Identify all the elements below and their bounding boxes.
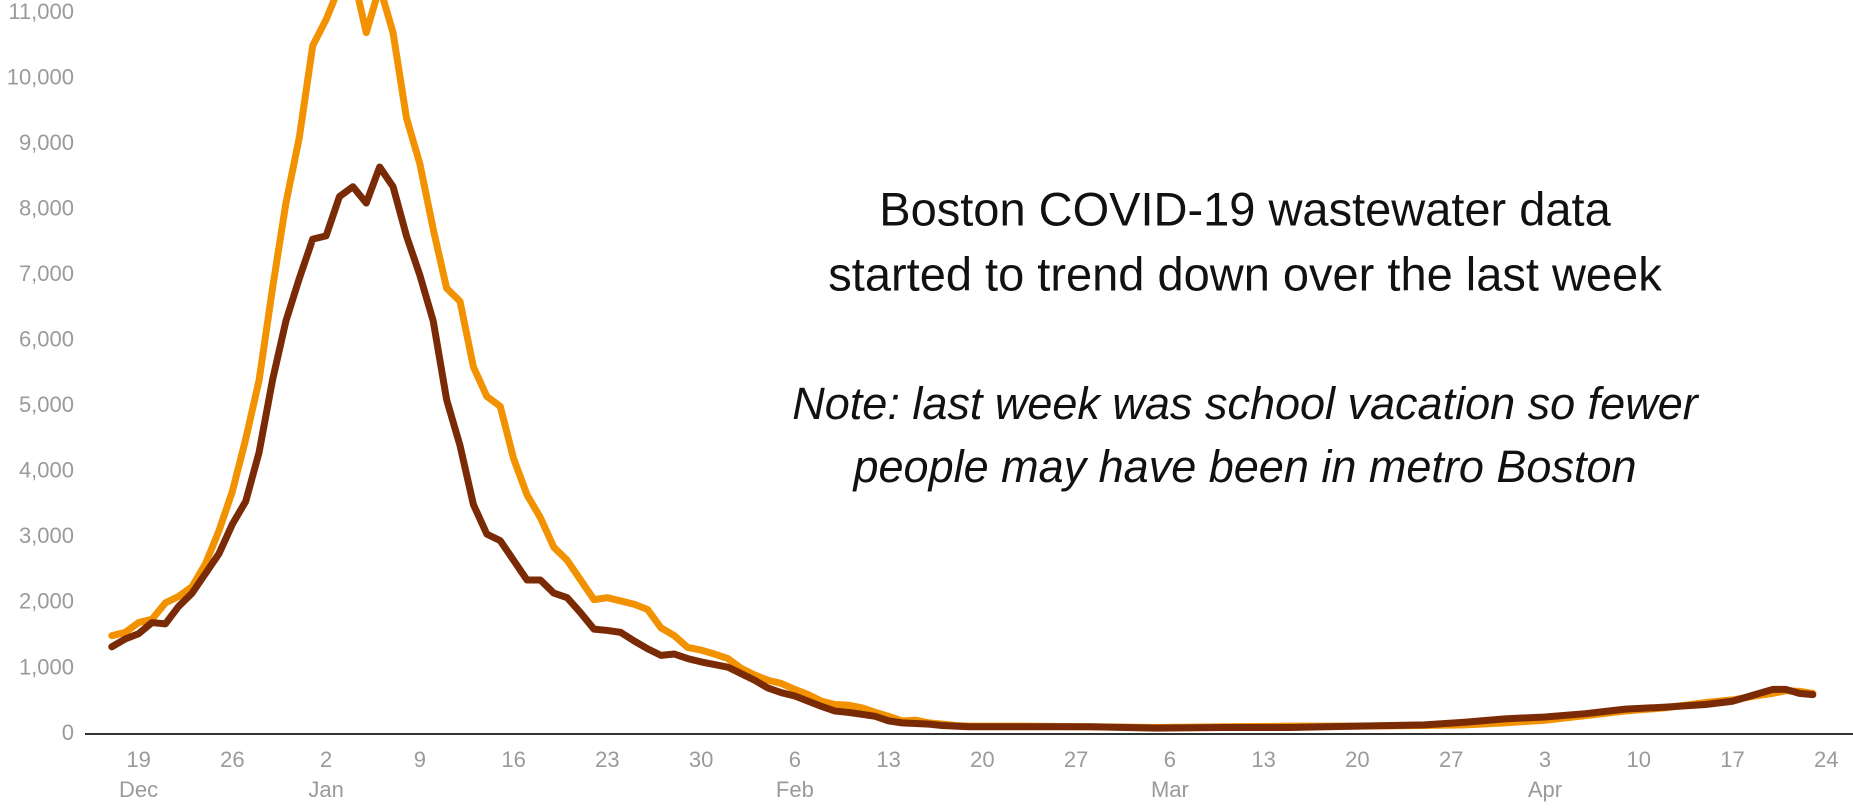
data-line	[108, 163, 1817, 732]
y-tick-label: 6,000	[19, 327, 74, 352]
x-tick-label: 19	[126, 747, 150, 772]
x-tick-label: 13	[1251, 747, 1275, 772]
x-month-label: Feb	[776, 777, 814, 802]
y-tick-label: 2,000	[19, 589, 74, 614]
y-tick-label: 9,000	[19, 130, 74, 155]
x-tick-label: 20	[970, 747, 994, 772]
x-month-label: Apr	[1528, 777, 1562, 802]
x-tick-label: 6	[1164, 747, 1176, 772]
x-tick-label: 27	[1439, 747, 1463, 772]
x-month-label: Dec	[119, 777, 158, 802]
y-tick-label: 4,000	[19, 458, 74, 483]
chart-title: started to trend down over the last week	[828, 247, 1662, 300]
x-tick-label: 16	[501, 747, 525, 772]
y-tick-label: 7,000	[19, 261, 74, 286]
x-tick-label: 24	[1814, 747, 1838, 772]
x-tick-label: 17	[1720, 747, 1744, 772]
y-tick-label: 11,000	[8, 0, 74, 24]
x-tick-label: 6	[789, 747, 801, 772]
y-tick-label: 5,000	[19, 392, 74, 417]
x-tick-label: 13	[876, 747, 900, 772]
y-tick-label: 10,000	[7, 64, 74, 89]
x-tick-label: 9	[414, 747, 426, 772]
x-tick-label: 3	[1539, 747, 1551, 772]
y-tick-label: 1,000	[19, 654, 74, 679]
y-tick-label: 0	[62, 720, 74, 745]
x-tick-label: 23	[595, 747, 619, 772]
chart-title: Boston COVID-19 wastewater data	[879, 182, 1611, 235]
annotation: Note: last week was school vacation so f…	[792, 378, 1699, 429]
y-tick-label: 8,000	[19, 195, 74, 220]
x-tick-label: 2	[320, 747, 332, 772]
x-tick-label: 10	[1626, 747, 1650, 772]
annotation: people may have been in metro Boston	[852, 441, 1637, 492]
x-tick-label: 20	[1345, 747, 1369, 772]
x-month-label: Jan	[308, 777, 343, 802]
x-tick-label: 26	[220, 747, 244, 772]
x-tick-label: 30	[689, 747, 713, 772]
x-month-label: Mar	[1151, 777, 1189, 802]
x-tick-label: 27	[1064, 747, 1088, 772]
y-tick-label: 3,000	[19, 523, 74, 548]
